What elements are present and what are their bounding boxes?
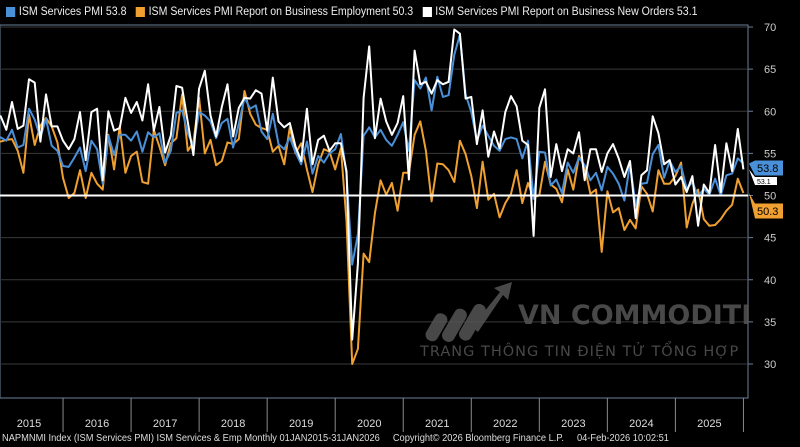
legend-label: ISM Services PMI 53.8	[18, 6, 127, 18]
last-value-tag-new-orders: 53.1	[749, 169, 777, 186]
last-value-tag-employment: 50.3	[749, 192, 783, 219]
plot-area	[0, 24, 749, 399]
series-line-0	[0, 33, 745, 266]
footer-timestamp: 04-Feb-2026 10:02:51	[576, 433, 669, 444]
legend-item-services-pmi[interactable]: ISM Services PMI 53.8	[6, 6, 126, 18]
series-line-2	[0, 28, 745, 341]
legend-swatch	[135, 7, 145, 17]
y-tick-label: 45	[764, 233, 776, 245]
legend-swatch	[6, 7, 16, 17]
x-tick-label: 2020	[357, 418, 381, 430]
y-tick-label: 50	[764, 191, 776, 203]
y-tick-label: 60	[764, 106, 776, 118]
footer-description: NAPMNMI Index (ISM Services PMI) ISM Ser…	[2, 433, 380, 444]
x-tick-label: 2016	[85, 418, 109, 430]
value-tag-label: 53.8	[757, 163, 778, 175]
value-tag-bg	[749, 169, 777, 185]
last-value-tag-services-pmi: 53.8	[749, 160, 783, 176]
legend-label: ISM Services PMI Report on Business Empl…	[148, 6, 414, 18]
legend-item-new-orders[interactable]: ISM Services PMI Report on Business New …	[422, 6, 698, 18]
y-tick-label: 35	[764, 317, 776, 329]
y-tick-label: 55	[764, 148, 776, 160]
legend: ISM Services PMI 53.8 ISM Services PMI R…	[6, 6, 698, 18]
x-tick-label: 2021	[425, 418, 449, 430]
line-chart: 30 35 40 45 50 55 60 65 70 2015 2016 2017 2018 2019 20…	[0, 22, 783, 432]
value-tag-bg	[749, 192, 783, 219]
y-tick-label: 70	[764, 22, 776, 34]
value-tag-bg	[749, 160, 783, 176]
x-tick-label: 2022	[493, 418, 517, 430]
legend-swatch	[422, 7, 432, 17]
legend-label: ISM Services PMI Report on Business New …	[435, 6, 698, 18]
footer-copyright: Copyright© 2026 Bloomberg Finance L.P.	[392, 433, 564, 444]
x-tick-label: 2019	[289, 418, 313, 430]
y-tick-label: 65	[764, 64, 776, 76]
x-tick-label: 2015	[17, 418, 41, 430]
x-tick-label: 2023	[561, 418, 585, 430]
y-tick-label: 40	[764, 275, 776, 287]
legend-item-employment[interactable]: ISM Services PMI Report on Business Empl…	[135, 6, 414, 18]
footer: NAPMNMI Index (ISM Services PMI) ISM Ser…	[2, 433, 669, 445]
x-tick-label: 2024	[629, 418, 653, 430]
x-tick-label: 2018	[221, 418, 245, 430]
x-tick-label: 2017	[153, 418, 177, 430]
value-tag-label: 53.1	[757, 179, 771, 186]
x-tick-label: 2025	[697, 418, 721, 430]
value-tag-label: 50.3	[757, 206, 778, 218]
y-tick-label: 30	[764, 359, 776, 371]
